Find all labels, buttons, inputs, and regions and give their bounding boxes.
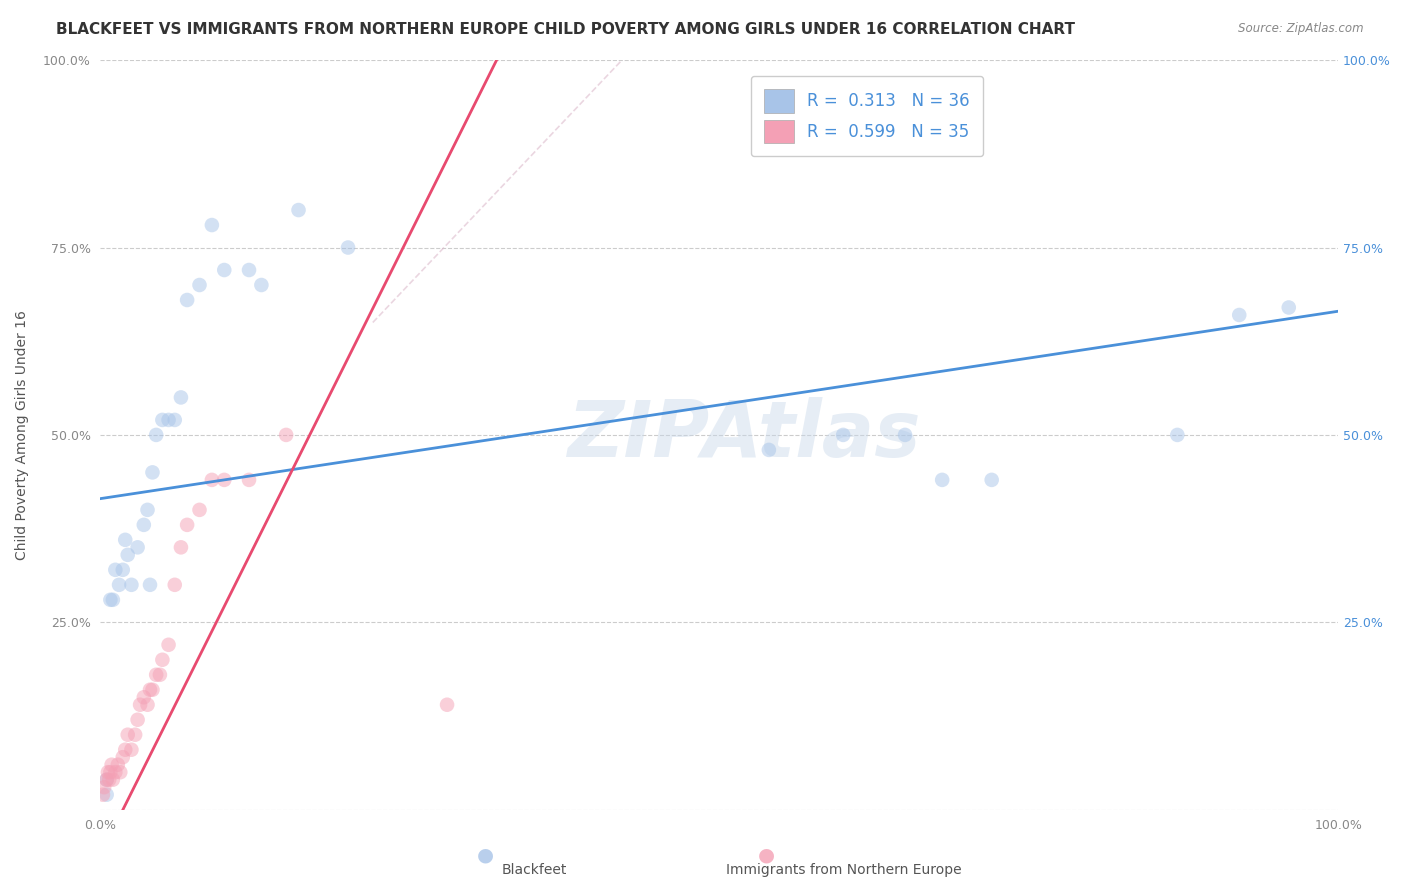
Point: [337, 240, 360, 254]
Point: [107, 757, 129, 772]
Point: [832, 428, 855, 442]
Text: ●: ●: [758, 845, 775, 864]
Point: [980, 473, 1002, 487]
Point: [91, 788, 114, 802]
Point: [110, 765, 132, 780]
Point: [111, 563, 134, 577]
Point: [214, 473, 236, 487]
Point: [436, 698, 458, 712]
Point: [145, 428, 167, 442]
Point: [136, 698, 159, 712]
Point: [1278, 301, 1301, 315]
Point: [101, 592, 124, 607]
Point: [163, 578, 186, 592]
Point: [111, 750, 134, 764]
Point: [132, 517, 155, 532]
Point: [931, 473, 953, 487]
Point: [238, 263, 260, 277]
Point: [250, 278, 273, 293]
Point: [141, 682, 163, 697]
Point: [157, 413, 180, 427]
Text: ●: ●: [477, 845, 494, 864]
Point: [157, 638, 180, 652]
Point: [188, 503, 211, 517]
Point: [93, 780, 115, 795]
Point: [1166, 428, 1188, 442]
Point: [145, 667, 167, 681]
Legend: R =  0.313   N = 36, R =  0.599   N = 35: R = 0.313 N = 36, R = 0.599 N = 35: [751, 76, 983, 156]
Point: [170, 391, 193, 405]
Point: [141, 466, 163, 480]
Point: [238, 473, 260, 487]
Point: [201, 218, 224, 232]
Point: [287, 202, 309, 217]
Y-axis label: Child Poverty Among Girls Under 16: Child Poverty Among Girls Under 16: [15, 310, 30, 560]
Point: [188, 278, 211, 293]
Point: [139, 682, 162, 697]
Point: [150, 413, 173, 427]
Point: [1227, 308, 1250, 322]
Point: [150, 653, 173, 667]
Point: [100, 757, 122, 772]
Point: [100, 765, 122, 780]
Point: [117, 728, 139, 742]
Point: [117, 548, 139, 562]
Point: [97, 765, 120, 780]
Point: [132, 690, 155, 705]
Point: [108, 578, 131, 592]
Point: [120, 742, 142, 756]
Point: [124, 728, 146, 742]
Point: [136, 503, 159, 517]
Text: ZIPAtlas: ZIPAtlas: [568, 397, 921, 473]
Text: BLACKFEET VS IMMIGRANTS FROM NORTHERN EUROPE CHILD POVERTY AMONG GIRLS UNDER 16 : BLACKFEET VS IMMIGRANTS FROM NORTHERN EU…: [56, 22, 1076, 37]
Point: [139, 578, 162, 592]
Text: Blackfeet: Blackfeet: [502, 863, 567, 878]
Point: [98, 772, 121, 787]
Point: [276, 428, 298, 442]
Point: [120, 578, 142, 592]
Point: [104, 563, 127, 577]
Point: [114, 533, 136, 547]
Point: [101, 772, 124, 787]
Point: [104, 765, 127, 780]
Point: [114, 742, 136, 756]
Text: Source: ZipAtlas.com: Source: ZipAtlas.com: [1239, 22, 1364, 36]
Point: [214, 263, 236, 277]
Point: [176, 293, 198, 307]
Point: [170, 541, 193, 555]
Point: [96, 772, 118, 787]
Text: Immigrants from Northern Europe: Immigrants from Northern Europe: [725, 863, 962, 878]
Point: [894, 428, 917, 442]
Point: [96, 788, 118, 802]
Point: [176, 517, 198, 532]
Point: [163, 413, 186, 427]
Point: [100, 592, 122, 607]
Point: [127, 541, 149, 555]
Point: [149, 667, 172, 681]
Point: [127, 713, 149, 727]
Point: [201, 473, 224, 487]
Point: [758, 442, 780, 457]
Point: [129, 698, 152, 712]
Point: [96, 772, 118, 787]
